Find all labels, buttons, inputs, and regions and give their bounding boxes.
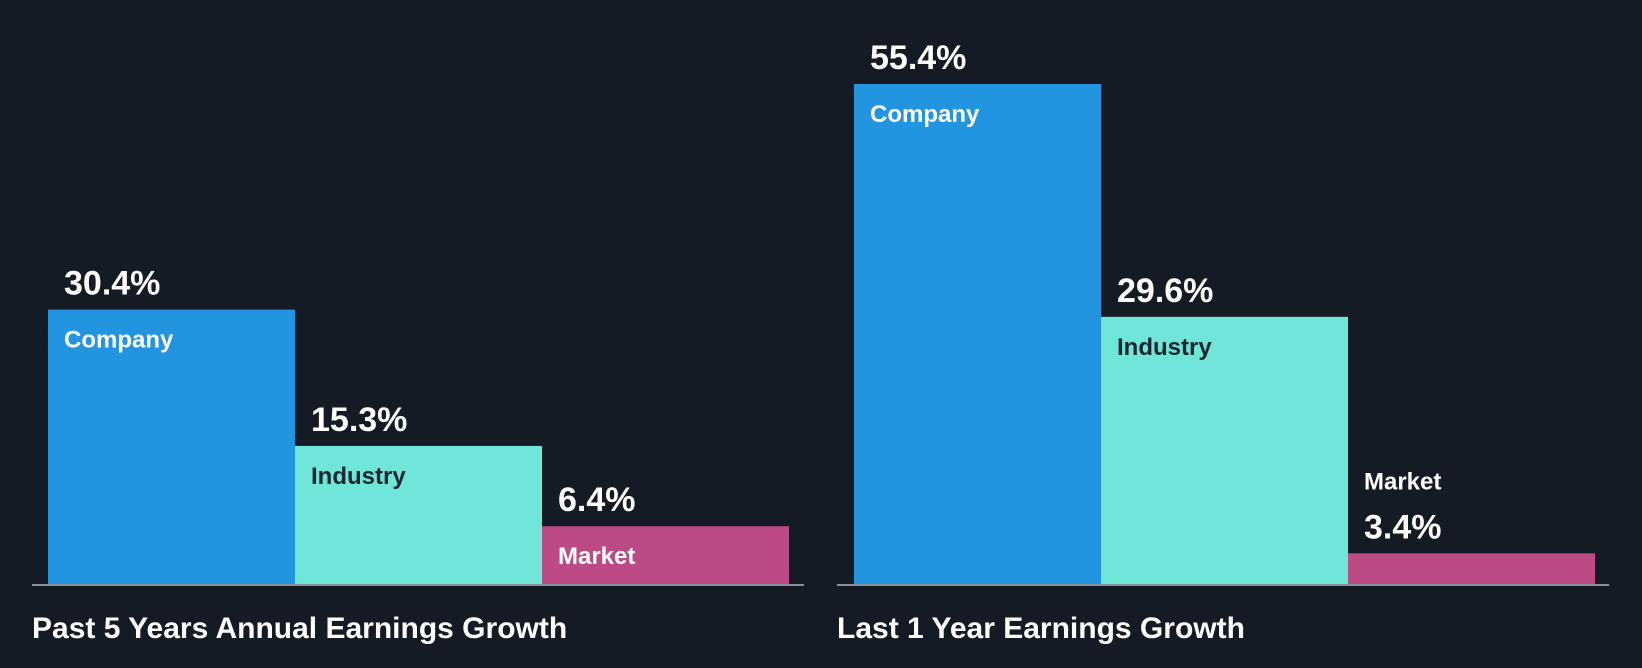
- chart-panel-2: 55.4% Company 29.6% Industry 3.4% Market Last …: [837, 39, 1609, 645]
- value-label-industry: 15.3%: [311, 401, 407, 439]
- chart-title: Past 5 Years Annual Earnings Growth: [32, 612, 567, 645]
- chart-title: Last 1 Year Earnings Growth: [837, 612, 1245, 645]
- bar-market: [1348, 553, 1595, 584]
- category-label-company: Company: [870, 101, 980, 128]
- bar-industry: [295, 445, 542, 584]
- bar-company: [48, 309, 295, 584]
- category-label-industry: Industry: [311, 463, 406, 490]
- value-label-market: 6.4%: [558, 481, 636, 519]
- category-label-industry: Industry: [1117, 334, 1212, 361]
- value-label-market: 3.4%: [1364, 508, 1442, 546]
- value-label-company: 55.4%: [870, 39, 966, 77]
- bar-industry: [1101, 316, 1348, 584]
- value-label-industry: 29.6%: [1117, 272, 1213, 310]
- value-label-company: 30.4%: [64, 265, 160, 303]
- chart-panel-1: 30.4% Company 15.3% Industry 6.4% Market Past …: [32, 265, 804, 645]
- category-label-company: Company: [64, 327, 174, 354]
- bar-market: [542, 526, 789, 584]
- category-label-market: Market: [558, 543, 635, 570]
- category-label-market: Market: [1364, 468, 1441, 495]
- bar-company: [854, 84, 1101, 584]
